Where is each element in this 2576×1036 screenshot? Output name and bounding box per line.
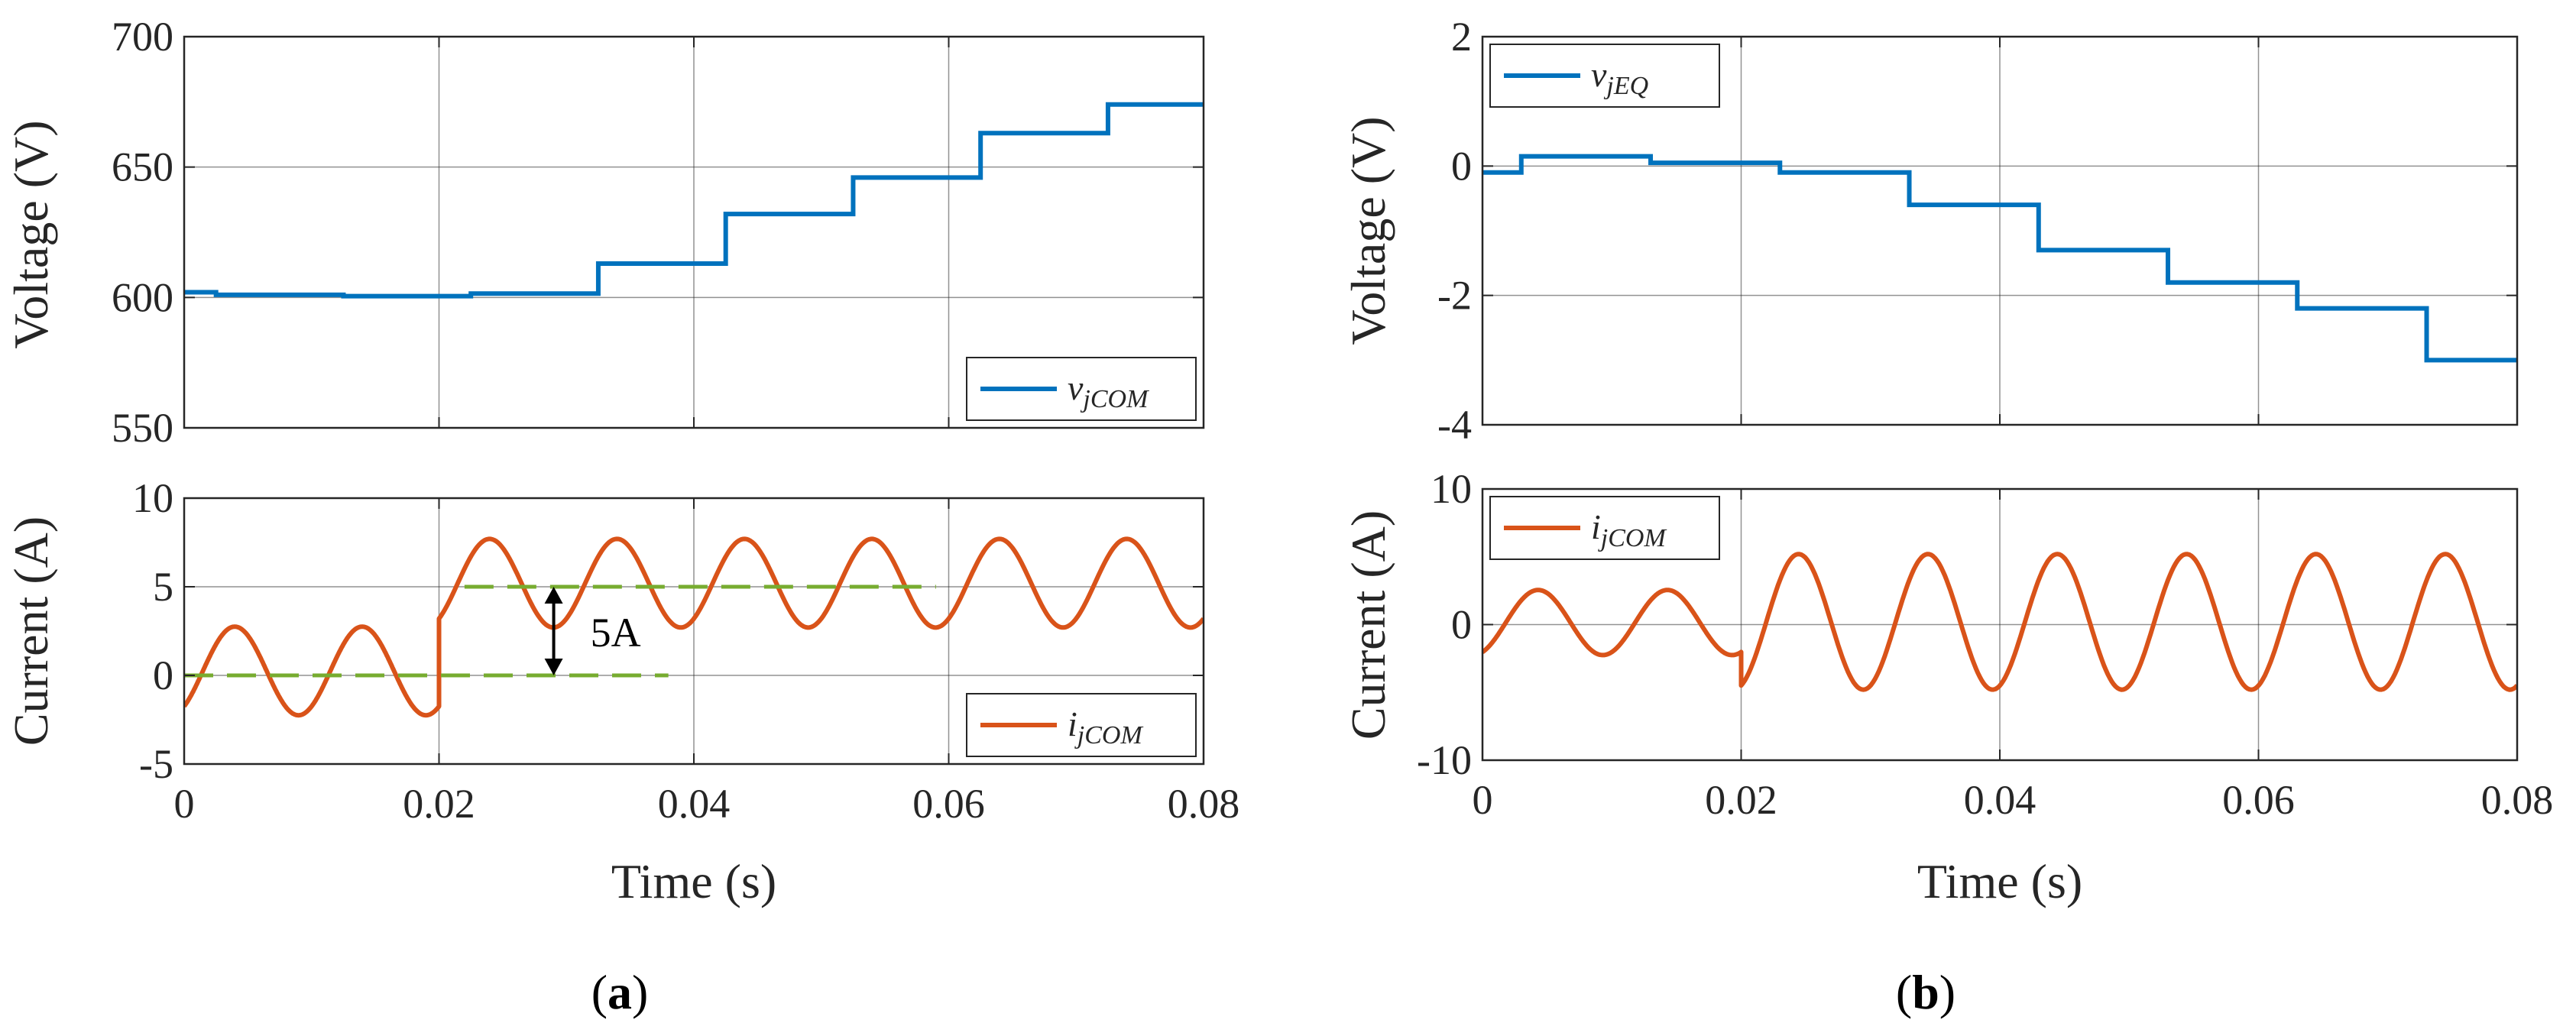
y-tick-label: 650: [112, 144, 173, 190]
x-tick-label: 0: [174, 781, 195, 827]
y-tick-label: 550: [112, 405, 173, 451]
y-tick-label: 5: [153, 564, 173, 610]
legend: vjCOM: [966, 357, 1197, 421]
legend-label: vjCOM: [1068, 368, 1149, 413]
chart-a_top: 550 600 650 700 Voltage (V) vjCOM: [4, 14, 1205, 451]
y-tick-label: 2: [1451, 14, 1472, 60]
y-axis-label: Voltage (V): [1341, 116, 1395, 345]
annotation-label: 5A: [591, 610, 641, 656]
y-axis-label: Current (A): [1341, 510, 1395, 740]
y-tick-label: 0: [153, 652, 173, 698]
annotation-arrowhead-top: [544, 587, 563, 604]
x-tick-label: 0.08: [2481, 777, 2554, 823]
x-tick-label: 0.02: [1705, 777, 1777, 823]
legend: vjEQ: [1489, 44, 1720, 108]
annotation-arrowhead-bottom: [544, 659, 563, 675]
y-tick-label: -5: [139, 741, 173, 787]
y-tick-label: -4: [1437, 402, 1472, 448]
y-tick-label: -10: [1417, 737, 1472, 783]
legend-label: vjEQ: [1591, 55, 1648, 100]
chart-b_top: -4 -2 0 2 Voltage (V) vjEQ: [1341, 14, 2519, 448]
x-tick-label: 0.02: [403, 781, 475, 827]
y-tick-label: -2: [1437, 273, 1472, 319]
y-axis-label: Current (A): [4, 516, 58, 746]
x-tick-label: 0: [1473, 777, 1493, 823]
x-tick-label: 0.06: [912, 781, 985, 827]
y-tick-label: 10: [1431, 466, 1472, 512]
y-axis-label: Voltage (V): [4, 120, 58, 348]
series-group: [1482, 154, 2517, 363]
panel-label-a: (a): [591, 965, 649, 1019]
legend: ijCOM: [1489, 496, 1720, 560]
legend-label: ijCOM: [1591, 507, 1667, 552]
panel-label-b: (b): [1896, 965, 1955, 1019]
x-tick-label: 0.04: [658, 781, 731, 827]
x-axis-label: Time (s): [1917, 854, 2082, 908]
series-vjEQ: [1482, 154, 2517, 363]
legend-label: ijCOM: [1068, 704, 1143, 749]
series-group: [1482, 552, 2517, 692]
series-vjCOM: [184, 102, 1204, 299]
x-axis-label: Time (s): [611, 854, 776, 908]
x-tick-label: 0.06: [2222, 777, 2295, 823]
x-tick-label: 0.04: [1964, 777, 2036, 823]
y-tick-label: 700: [112, 14, 173, 60]
y-tick-label: 600: [112, 274, 173, 320]
series-group: [184, 536, 1204, 718]
y-tick-label: 0: [1451, 143, 1472, 189]
legend: ijCOM: [966, 693, 1197, 757]
series-ijCOM: [1482, 552, 2517, 692]
y-tick-label: 0: [1451, 602, 1472, 648]
series-ijCOM: [184, 536, 1204, 718]
y-tick-label: 10: [132, 475, 173, 521]
series-group: [184, 102, 1204, 299]
x-tick-label: 0.08: [1168, 781, 1240, 827]
annotation: 5A: [544, 587, 641, 675]
